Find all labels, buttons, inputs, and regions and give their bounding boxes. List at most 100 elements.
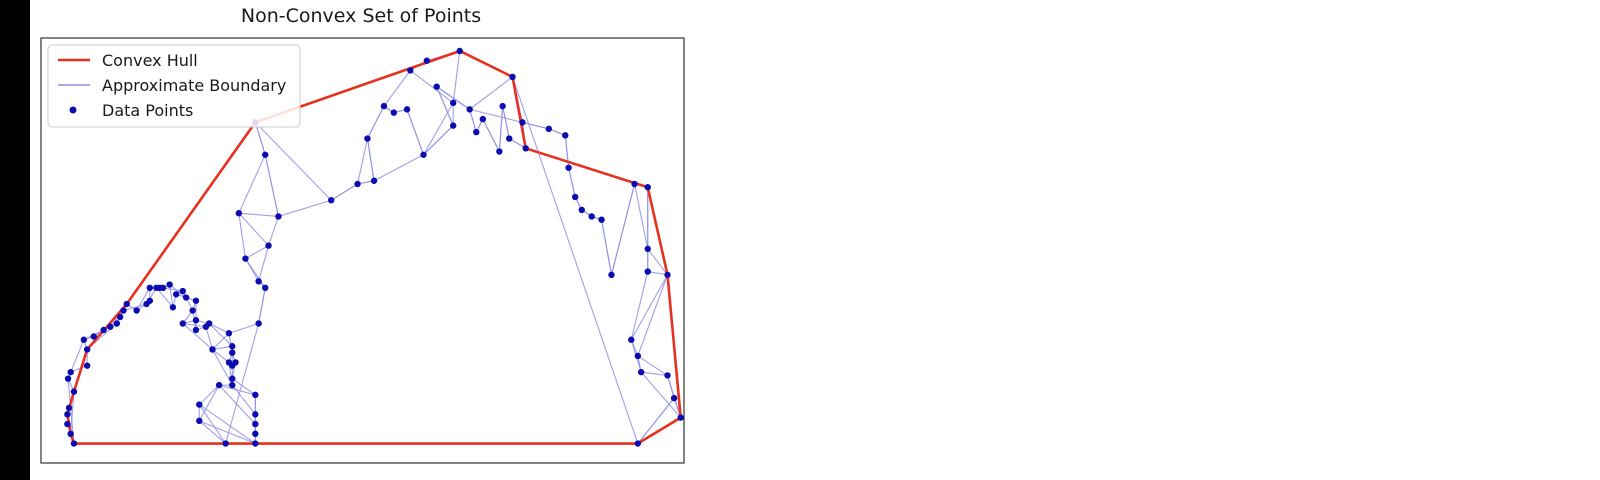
boundary-edge [208, 323, 233, 347]
boundary-edge [228, 322, 259, 334]
boundary-edge [469, 108, 523, 123]
boundary-edge [231, 378, 256, 396]
boundary-edge [357, 138, 368, 185]
boundary-edge [637, 355, 668, 376]
boundary-edge [258, 245, 270, 282]
data-point [189, 307, 196, 314]
hull-edge [85, 302, 129, 351]
data-point [179, 287, 186, 295]
data-point [545, 125, 553, 133]
boundary-edge [452, 50, 461, 103]
boundary-edge [630, 274, 668, 340]
data-point [670, 394, 678, 402]
boundary-edge [212, 349, 230, 363]
data-point [499, 102, 506, 110]
data-point [262, 151, 269, 158]
data-point [113, 320, 121, 327]
boundary-edge [647, 248, 668, 276]
data-point [229, 343, 236, 350]
data-point [588, 213, 595, 220]
boundary-edge [212, 332, 230, 350]
data-point [179, 320, 186, 327]
hull-edge [72, 348, 89, 393]
data-point [255, 320, 262, 327]
data-point [449, 99, 457, 107]
hull-edge [666, 273, 683, 419]
boundary-edge [254, 122, 266, 155]
boundary-edge [182, 323, 213, 350]
data-point [628, 336, 635, 343]
data-point [166, 281, 173, 288]
boundary-edge [182, 322, 206, 328]
boundary-edge [647, 271, 668, 276]
data-point [229, 375, 236, 382]
data-point [205, 320, 213, 327]
data-point [172, 291, 180, 298]
data-point [64, 375, 72, 382]
hull-edge [511, 75, 528, 150]
boundary-edge [198, 404, 227, 444]
legend-points-swatch [69, 106, 77, 114]
data-point [120, 307, 127, 314]
left-dark-strip [0, 0, 30, 480]
boundary-edge [601, 219, 612, 275]
boundary-edge [218, 384, 256, 425]
hull-edge [125, 121, 257, 306]
data-point [380, 102, 388, 110]
boundary-edge [268, 216, 279, 246]
data-point [608, 271, 615, 279]
legend-boundary-label: Approximate Boundary [102, 76, 286, 95]
data-point [67, 368, 74, 376]
data-point [123, 300, 130, 308]
data-point [182, 294, 190, 301]
data-point [64, 420, 71, 428]
data-point [229, 349, 236, 356]
data-point [83, 346, 91, 353]
boundary-edge [502, 106, 510, 139]
data-point [242, 255, 249, 262]
boundary-edge [205, 326, 213, 350]
legend-box [47, 44, 301, 128]
data-point [222, 440, 229, 447]
data-point [598, 216, 605, 223]
boundary-edge [198, 404, 256, 444]
data-point [509, 73, 516, 81]
boundary-edge [423, 102, 454, 156]
data-point [423, 57, 430, 64]
boundary-edge [512, 76, 639, 444]
data-point [252, 391, 259, 399]
data-point [229, 381, 236, 389]
boundary-edge [258, 287, 266, 324]
boundary-edge [225, 323, 260, 444]
data-point [479, 115, 487, 123]
data-points [64, 47, 684, 447]
boundary-edge [330, 183, 358, 201]
boundary-edge [423, 125, 454, 156]
data-point [192, 297, 200, 304]
boundary-edge [278, 199, 332, 217]
data-point [262, 284, 269, 292]
boundary-edge [498, 106, 504, 152]
data-point [90, 333, 97, 340]
boundary-edge [366, 105, 385, 139]
hull-edge [524, 147, 650, 189]
data-point [644, 268, 651, 275]
data-point [364, 135, 371, 142]
boundary-edge [264, 154, 279, 217]
data-point [252, 430, 259, 438]
boundary-edge [218, 384, 256, 396]
boundary-edge [436, 86, 454, 126]
data-point [473, 128, 480, 136]
data-point [100, 326, 107, 334]
boundary-edge [155, 287, 174, 308]
boundary-edge [238, 212, 269, 247]
boundary-edge [212, 345, 233, 350]
legend-hull-label: Convex Hull [102, 51, 198, 70]
data-point [70, 388, 78, 395]
hull-edge [646, 185, 669, 277]
data-point [235, 209, 243, 217]
data-point [196, 417, 203, 425]
boundary-edge [162, 287, 183, 292]
boundary-edge [254, 121, 332, 201]
